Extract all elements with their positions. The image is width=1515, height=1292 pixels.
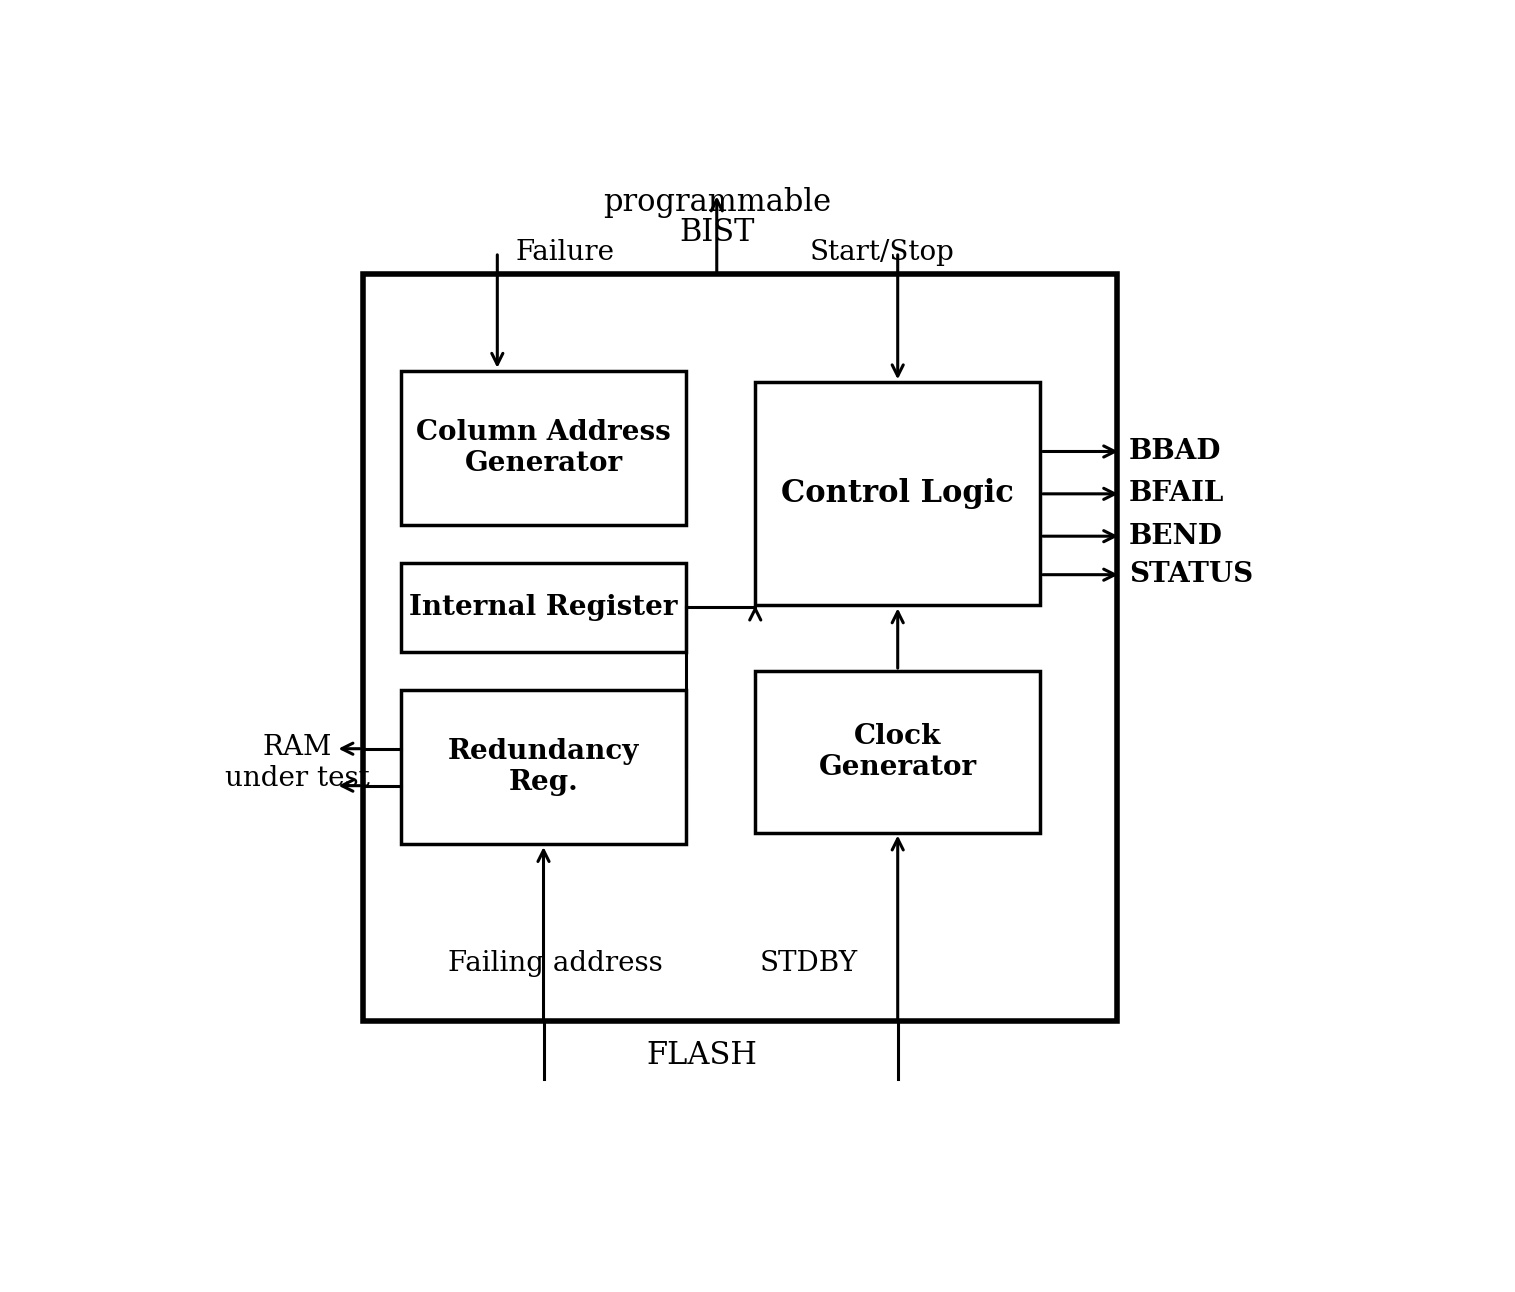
Bar xyxy=(401,563,686,651)
Bar xyxy=(401,690,686,844)
Bar xyxy=(756,671,1041,832)
Text: STDBY: STDBY xyxy=(761,950,857,977)
Text: BBAD: BBAD xyxy=(1129,438,1221,465)
Text: BFAIL: BFAIL xyxy=(1129,481,1224,508)
Text: Clock
Generator: Clock Generator xyxy=(818,722,977,780)
Text: Failure: Failure xyxy=(515,239,614,266)
Text: programmable: programmable xyxy=(603,187,830,218)
Text: Internal Register: Internal Register xyxy=(409,594,677,621)
Text: BEND: BEND xyxy=(1129,523,1223,549)
Bar xyxy=(362,274,1117,1021)
Text: Start/Stop: Start/Stop xyxy=(809,239,954,266)
Bar xyxy=(401,371,686,525)
Text: STATUS: STATUS xyxy=(1129,561,1253,588)
Text: Failing address: Failing address xyxy=(448,950,662,977)
Text: BIST: BIST xyxy=(679,217,754,248)
Text: FLASH: FLASH xyxy=(645,1040,758,1071)
Text: Redundancy
Reg.: Redundancy Reg. xyxy=(448,738,639,796)
Text: Control Logic: Control Logic xyxy=(782,478,1014,509)
Text: RAM
under test: RAM under test xyxy=(224,734,370,792)
Text: Column Address
Generator: Column Address Generator xyxy=(417,419,671,477)
Bar xyxy=(756,382,1041,606)
